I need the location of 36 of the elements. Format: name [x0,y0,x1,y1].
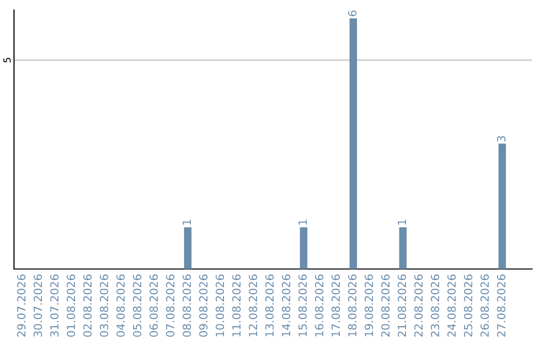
x-tick-label: 01.08.2026 [66,274,76,337]
x-tick-label: 20.08.2026 [381,274,390,337]
x-tick-label: 18.08.2026 [348,274,356,336]
x-tick-label: 16.08.2026 [314,274,324,336]
x-tick-label: 17.08.2026 [332,274,340,336]
x-tick-label: 29.07.2026 [17,274,26,337]
x-tick-label: 04.08.2026 [116,274,125,337]
x-tick-label: 10.08.2026 [216,274,224,336]
data-label: 1 [298,220,307,225]
x-tick-label: 12.08.2026 [248,274,258,336]
y-tick-label: 5 [4,58,11,62]
x-tick-label: 14.08.2026 [282,274,290,336]
x-tick-label: 31.07.2026 [50,274,59,337]
x-tick-label: 06.08.2026 [149,274,158,337]
x-tick-label: 26.08.2026 [480,274,489,337]
x-tick-label: 27.08.2026 [497,274,506,337]
x-tick-label: 19.08.2026 [364,274,374,336]
x-tick-label: 23.08.2026 [430,274,440,337]
data-label: 1 [182,220,191,225]
x-tick-label: 03.08.2026 [100,274,108,337]
x-tick-label: 02.08.2026 [83,274,92,337]
x-tick-label: 25.08.2026 [464,274,472,337]
x-tick-label: 24.08.2026 [447,274,456,337]
x-tick-label: 30.07.2026 [34,274,42,337]
data-label: 1 [398,220,406,225]
data-label: 6 [348,10,356,16]
x-tick-label: 15.08.2026 [298,274,307,336]
x-tick-label: 22.08.2026 [414,274,423,337]
x-tick-label: 11.08.2026 [232,274,241,336]
x-tick-label: 21.08.2026 [398,274,406,337]
data-label: 3 [497,136,506,142]
x-tick-label: 07.08.2026 [166,274,174,337]
x-tick-label: 09.08.2026 [199,274,208,337]
x-tick-label: 08.08.2026 [182,274,191,337]
x-tick-label: 13.08.2026 [265,274,274,336]
x-tick-label: 05.08.2026 [132,274,142,337]
